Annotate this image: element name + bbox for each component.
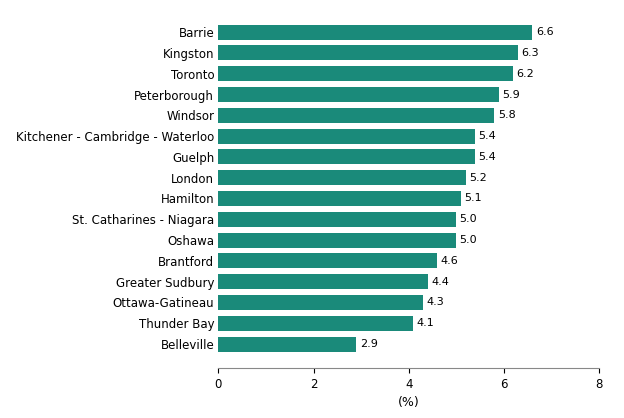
Text: 6.2: 6.2 [517, 69, 535, 79]
Text: 5.9: 5.9 [502, 89, 520, 99]
Text: 5.0: 5.0 [460, 235, 477, 245]
Bar [218, 87, 499, 102]
Text: 2.9: 2.9 [359, 339, 378, 349]
Text: 5.0: 5.0 [460, 214, 477, 224]
Text: 5.8: 5.8 [498, 110, 515, 120]
Text: 4.3: 4.3 [426, 298, 444, 307]
Bar [218, 129, 475, 144]
Bar [218, 212, 456, 227]
Bar [218, 316, 414, 331]
Bar [218, 274, 427, 289]
Text: 5.1: 5.1 [464, 194, 482, 204]
Text: 4.1: 4.1 [417, 318, 434, 328]
Text: 5.2: 5.2 [469, 173, 487, 183]
Bar [218, 191, 461, 206]
Bar [218, 46, 518, 61]
Bar [218, 66, 514, 81]
Bar [218, 149, 475, 164]
Text: 4.4: 4.4 [431, 277, 449, 287]
Bar [218, 108, 494, 123]
Bar [218, 25, 532, 40]
Text: 6.3: 6.3 [522, 48, 539, 58]
Text: 5.4: 5.4 [479, 131, 497, 141]
Bar [218, 336, 356, 352]
Text: 5.4: 5.4 [479, 152, 497, 162]
Bar [218, 170, 466, 185]
Bar [218, 232, 456, 247]
Text: 6.6: 6.6 [536, 27, 553, 37]
X-axis label: (%): (%) [398, 396, 419, 409]
Text: 4.6: 4.6 [441, 256, 459, 266]
Bar [218, 253, 437, 268]
Bar [218, 295, 423, 310]
